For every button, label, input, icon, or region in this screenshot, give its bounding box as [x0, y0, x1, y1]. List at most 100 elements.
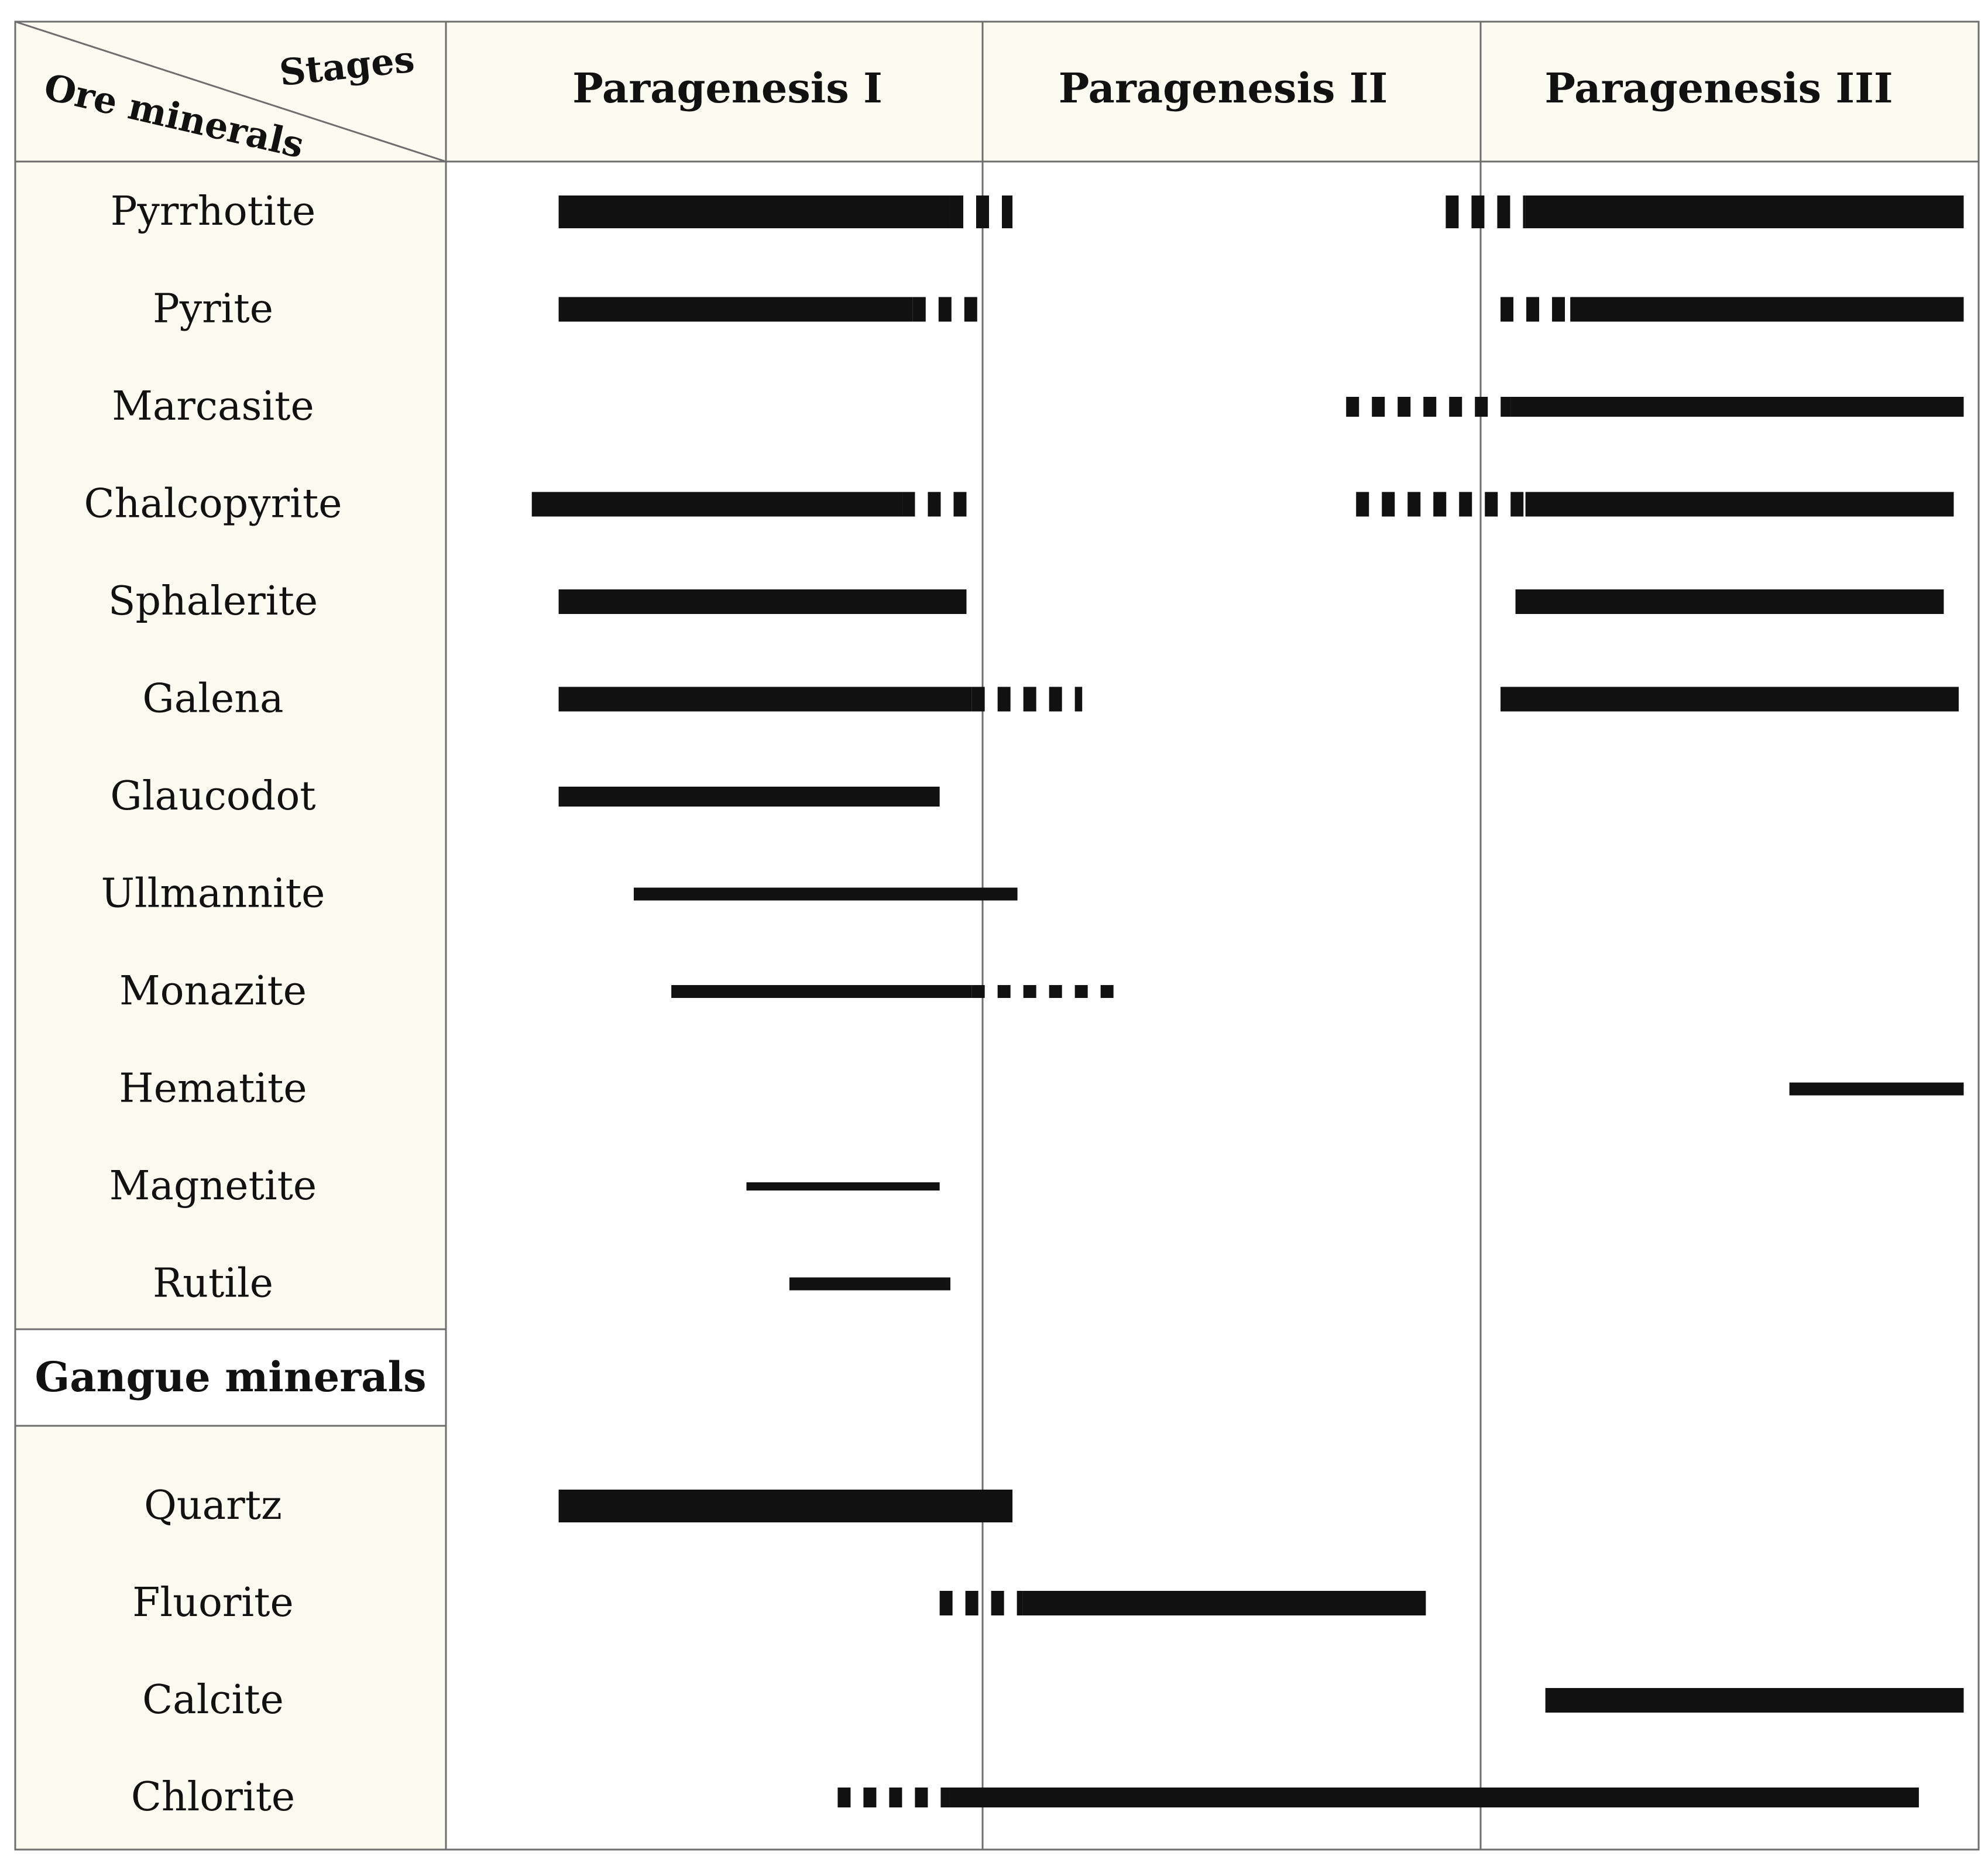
dash-segment — [965, 1591, 978, 1615]
dash-segment — [1372, 397, 1385, 417]
bar-chlorite-solid-1 — [950, 1788, 1919, 1807]
bar-galena-solid-0 — [558, 687, 972, 712]
dash-segment — [971, 985, 985, 998]
stage-header-3: Paragenesis III — [1544, 64, 1893, 112]
dash-segment — [939, 1591, 953, 1615]
mineral-label-hematite: Hematite — [119, 1066, 307, 1112]
dash-segment — [1074, 687, 1083, 712]
dash-segment — [997, 687, 1011, 712]
dash-segment — [1346, 397, 1359, 417]
dash-segment — [997, 985, 1011, 998]
dash-segment — [1074, 985, 1088, 998]
dash-segment — [1501, 397, 1511, 417]
dash-segment — [991, 1591, 1004, 1615]
mineral-label-calcite: Calcite — [142, 1677, 284, 1723]
bar-pyrite-solid-0 — [558, 297, 913, 322]
mineral-label-chlorite: Chlorite — [131, 1774, 295, 1820]
bar-pyrrhotite-dashed-2 — [1445, 195, 1526, 228]
dash-segment — [950, 195, 963, 228]
dash-segment — [1001, 195, 1013, 228]
bar-pyrite-dashed-1 — [912, 297, 977, 322]
dash-segment — [1356, 492, 1369, 517]
bar-galena-solid-2 — [1501, 687, 1959, 712]
bar-rutile-solid-0 — [789, 1277, 950, 1291]
dash-segment — [912, 297, 926, 322]
bar-marcasite-solid-1 — [1510, 397, 1964, 417]
mineral-label-fluorite: Fluorite — [132, 1580, 294, 1626]
dash-segment — [915, 1788, 928, 1807]
mineral-label-pyrrhotite: Pyrrhotite — [111, 188, 316, 235]
table-border — [14, 20, 1980, 1851]
table-grid — [14, 20, 1980, 1851]
dash-segment — [1501, 297, 1514, 322]
corner-diagonal — [15, 20, 447, 163]
dash-segment — [902, 492, 915, 517]
bar-hematite-solid-0 — [1789, 1082, 1964, 1096]
bar-pyrite-solid-3 — [1570, 297, 1964, 322]
dash-segment — [1445, 195, 1459, 228]
bar-sphalerite-solid-1 — [1515, 589, 1944, 614]
bar-calcite-solid-0 — [1545, 1688, 1964, 1713]
dash-segment — [889, 1788, 902, 1807]
bar-galena-dashed-1 — [971, 687, 1083, 712]
dash-segment — [938, 297, 952, 322]
dash-segment — [1023, 687, 1036, 712]
bar-pyrrhotite-solid-0 — [558, 195, 950, 228]
dash-segment — [1423, 397, 1437, 417]
dash-segment — [837, 1788, 851, 1807]
mineral-label-galena: Galena — [142, 676, 283, 722]
bar-chalcopyrite-solid-3 — [1525, 492, 1954, 517]
dash-segment — [1100, 985, 1114, 998]
stage-header-1: Paragenesis I — [572, 64, 883, 112]
dash-segment — [1023, 985, 1036, 998]
bar-fluorite-dashed-0 — [939, 1591, 1023, 1615]
mineral-label-magnetite: Magnetite — [109, 1163, 317, 1209]
mineral-label-sphalerite: Sphalerite — [108, 578, 318, 625]
gangue-minerals-heading: Gangue minerals — [35, 1353, 426, 1401]
bar-ullmannite-solid-0 — [633, 887, 1018, 901]
dash-segment — [1407, 492, 1421, 517]
dash-segment — [1449, 397, 1462, 417]
stage-header-2: Paragenesis II — [1059, 64, 1388, 112]
bar-monazite-solid-0 — [671, 985, 972, 998]
bar-chlorite-dashed-0 — [837, 1788, 950, 1807]
ore-label-column-background — [15, 162, 446, 1329]
dash-segment — [1471, 195, 1485, 228]
mineral-bars — [531, 195, 1964, 1807]
bar-glaucodot-solid-0 — [558, 787, 940, 807]
mineral-label-marcasite: Marcasite — [112, 383, 314, 430]
bar-fluorite-solid-1 — [1022, 1591, 1426, 1615]
dash-segment — [1382, 492, 1395, 517]
dash-segment — [1017, 1591, 1023, 1615]
bar-chalcopyrite-dashed-2 — [1356, 492, 1524, 517]
mineral-label-pyrite: Pyrite — [153, 286, 273, 332]
mineral-label-ullmannite: Ullmannite — [101, 871, 325, 917]
dash-segment — [1526, 297, 1540, 322]
bar-sphalerite-solid-0 — [558, 589, 967, 614]
dash-segment — [863, 1788, 877, 1807]
mineral-label-chalcopyrite: Chalcopyrite — [84, 481, 342, 527]
dash-segment — [971, 687, 985, 712]
dash-segment — [1398, 397, 1411, 417]
dash-segment — [1049, 687, 1062, 712]
mineral-labels: Pyrrhotite Pyrite Marcasite Chalcopyrite Sph… — [84, 188, 342, 1820]
bar-monazite-dashed-1 — [971, 985, 1114, 998]
dash-segment — [1459, 492, 1472, 517]
dash-segment — [1497, 195, 1510, 228]
dash-segment — [976, 195, 989, 228]
header-background — [15, 22, 1979, 162]
dash-segment — [1433, 492, 1447, 517]
dash-segment — [1552, 297, 1565, 322]
dash-segment — [1485, 492, 1498, 517]
bar-magnetite-solid-0 — [746, 1182, 940, 1191]
mineral-label-glaucodot: Glaucodot — [110, 773, 315, 819]
bar-quartz-solid-0 — [558, 1490, 1013, 1522]
bar-pyrite-dashed-2 — [1501, 297, 1565, 322]
mineral-label-quartz: Quartz — [144, 1483, 282, 1529]
dash-segment — [953, 492, 967, 517]
mineral-label-monazite: Monazite — [119, 968, 307, 1014]
bar-marcasite-dashed-0 — [1346, 397, 1511, 417]
dash-segment — [1510, 492, 1524, 517]
bar-chalcopyrite-dashed-1 — [902, 492, 967, 517]
